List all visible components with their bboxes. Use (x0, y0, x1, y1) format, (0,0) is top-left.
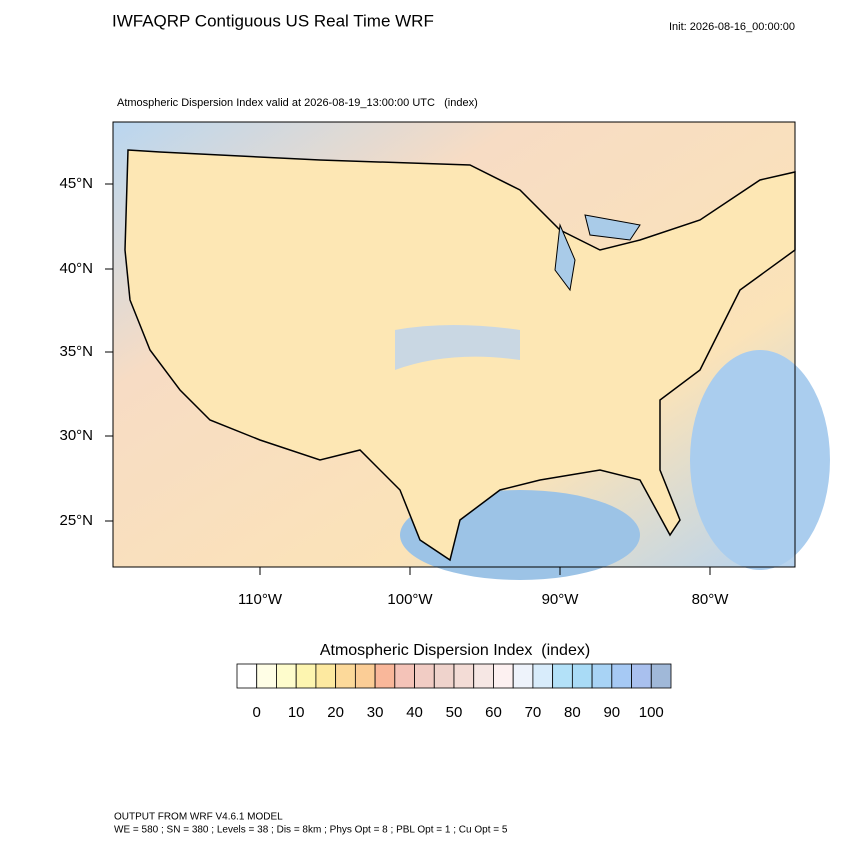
colorbar-box (591, 663, 613, 689)
colorbar-label: 20 (327, 704, 344, 721)
colorbar-box (394, 663, 415, 689)
lon-label: 90°W (542, 591, 580, 608)
colorbar-label: 80 (564, 704, 581, 721)
lon-label: 100°W (387, 591, 433, 608)
map-subtitle: Atmospheric Dispersion Index valid at 20… (117, 97, 478, 109)
lat-label: 25°N (59, 512, 93, 529)
map (112, 121, 830, 580)
colorbar-box (315, 663, 337, 689)
colorbar-box (512, 663, 534, 689)
colorbar-box (256, 663, 277, 689)
colorbar-label: 60 (485, 704, 502, 721)
map-axes: 45°N 40°N 35°N 30°N 25°N 110°W 100°W 90°W 80°W (59, 175, 729, 608)
lon-label: 80°W (692, 591, 730, 608)
colorbar-box (433, 663, 455, 689)
lon-label: 110°W (238, 591, 283, 608)
lat-label: 30°N (59, 427, 93, 444)
colorbar-box (631, 663, 652, 689)
colorbar-box (571, 663, 593, 689)
great-lakes (554, 214, 641, 292)
colorbar-box (532, 663, 554, 689)
colorbar-box (611, 663, 632, 689)
colorbar-box (650, 663, 672, 689)
colorbar-box (374, 663, 396, 689)
colorbar-box (493, 663, 514, 689)
colorbar-label: 40 (406, 704, 423, 721)
colorbar-label: 90 (603, 704, 620, 721)
lat-label: 35°N (59, 343, 93, 360)
colorbar-box (414, 663, 435, 689)
lat-label: 45°N (59, 175, 93, 192)
colorbar-box (236, 663, 258, 689)
colorbar-label: 0 (253, 704, 261, 721)
colorbar-box (276, 663, 297, 689)
colorbar: 0 10 20 30 40 50 60 70 80 90 100 (236, 663, 672, 721)
colorbar-label: 30 (367, 704, 384, 721)
colorbar-box (354, 663, 376, 689)
colorbar-label: 10 (288, 704, 305, 721)
colorbar-label: 50 (446, 704, 463, 721)
colorbar-box (295, 663, 317, 689)
init-time: Init: 2026-08-16_00:00:00 (669, 21, 795, 33)
colorbar-box (473, 663, 494, 689)
atlantic-water (690, 350, 830, 570)
footer-line: WE = 580 ; SN = 380 ; Levels = 38 ; Dis … (114, 825, 508, 836)
footer-line: OUTPUT FROM WRF V4.6.1 MODEL (114, 812, 283, 823)
colorbar-label: 100 (639, 704, 664, 721)
plains-region (395, 325, 520, 370)
lat-label: 40°N (59, 260, 93, 277)
legend-title: Atmospheric Dispersion Index (index) (320, 642, 590, 659)
colorbar-box (335, 663, 356, 689)
title: IWFAQRP Contiguous US Real Time WRF (112, 11, 434, 30)
colorbar-box (552, 663, 573, 689)
colorbar-label: 70 (525, 704, 542, 721)
colorbar-box (453, 663, 475, 689)
map-frame (112, 121, 796, 568)
